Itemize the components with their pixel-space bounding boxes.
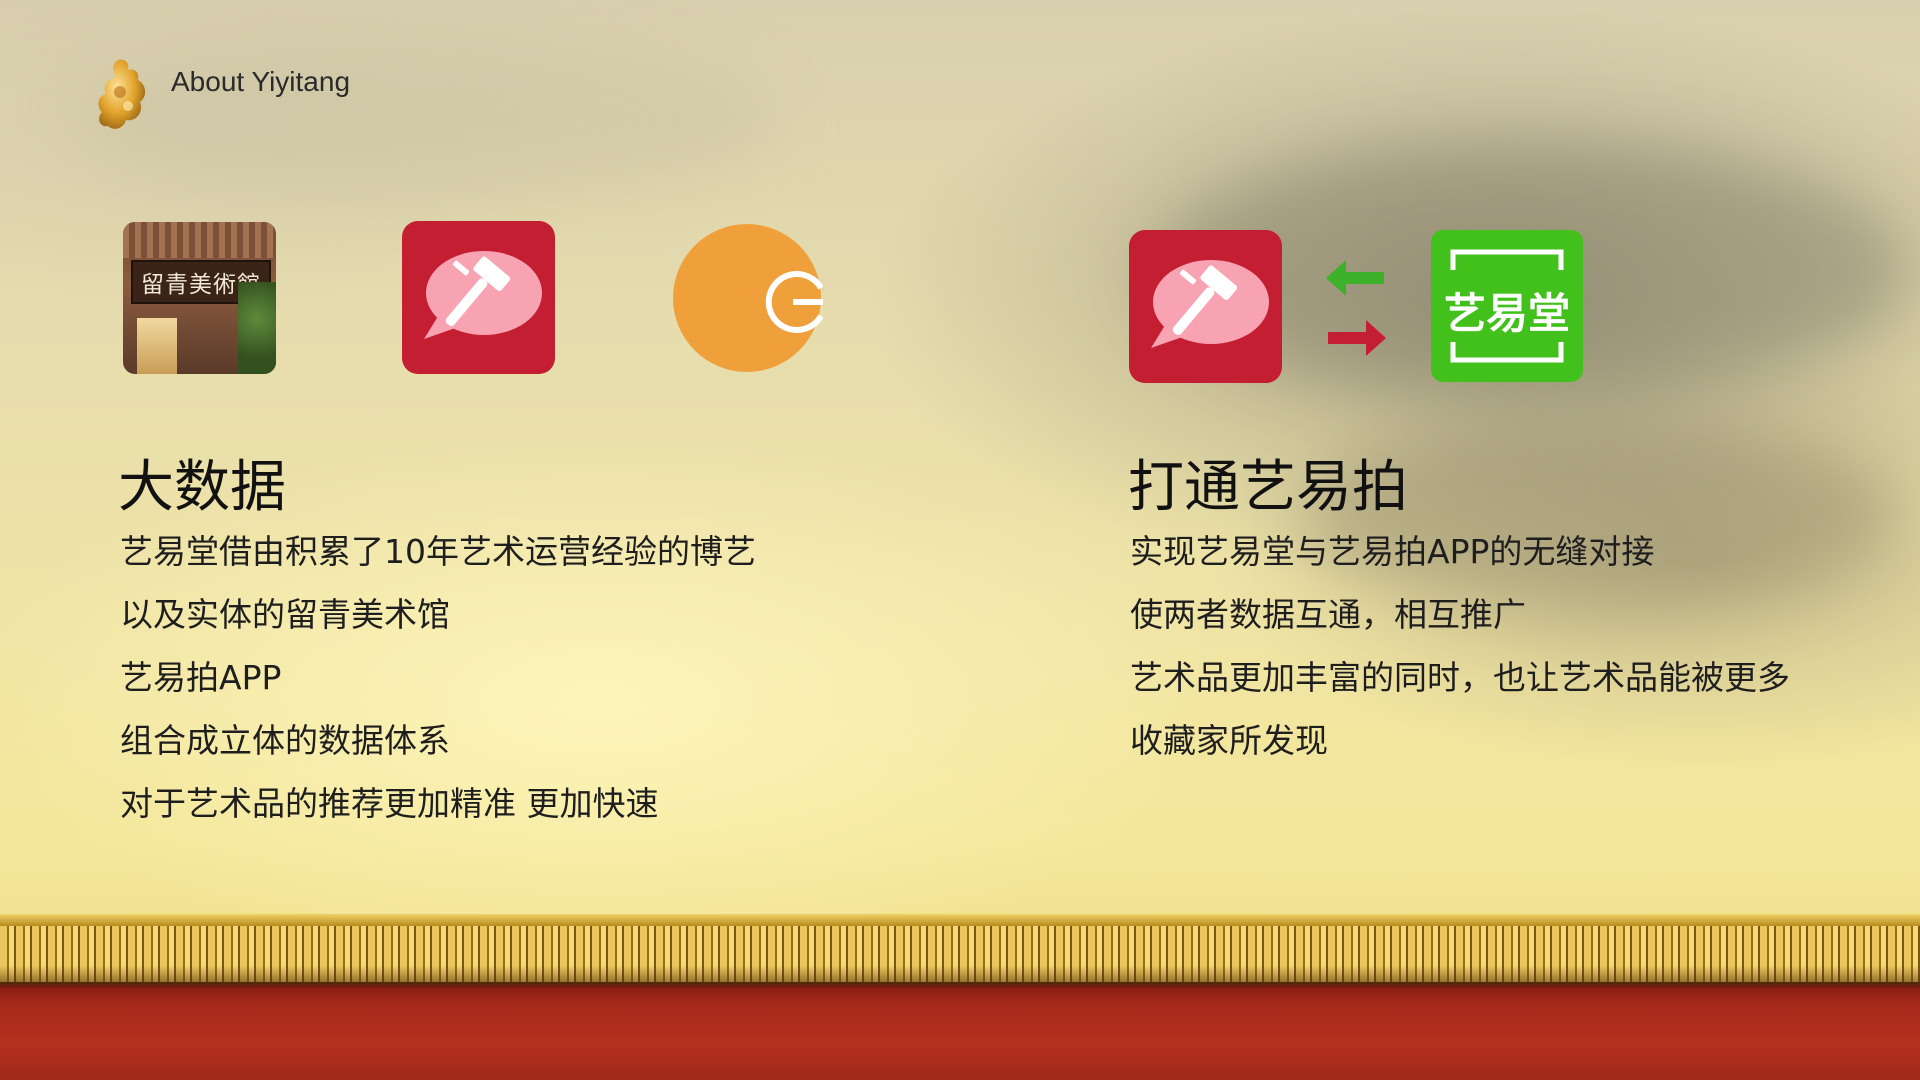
text-line: 艺易堂借由积累了10年艺术运营经验的博艺 — [120, 532, 756, 571]
yiyitang-app-label: 艺易堂 — [1443, 289, 1570, 338]
text-line: 艺易拍APP — [120, 658, 282, 697]
text-line: 艺术品更加丰富的同时，也让艺术品能被更多 — [1130, 658, 1790, 697]
sync-arrows-icon — [1326, 258, 1386, 358]
wall-roof-edge — [0, 914, 1920, 926]
orange-logo-icon — [671, 222, 824, 374]
section-title-connect: 打通艺易拍 — [1128, 455, 1408, 520]
logo-icon — [94, 56, 152, 134]
wall-roof-tiles — [0, 926, 1920, 982]
section-title-big-data: 大数据 — [118, 455, 286, 520]
red-palace-wall — [0, 988, 1920, 1080]
text-line: 对于艺术品的推荐更加精准 更加快速 — [120, 784, 659, 823]
big-data-description: 艺易堂借由积累了10年艺术运营经验的博艺 以及实体的留青美术馆 艺易拍APP 组… — [120, 520, 756, 835]
museum-photo: 留青美術館 — [123, 222, 276, 374]
page-title: About Yiyitang — [171, 66, 351, 97]
text-line: 组合成立体的数据体系 — [120, 721, 450, 760]
auction-app-icon — [1129, 230, 1282, 383]
connect-description: 实现艺易堂与艺易拍APP的无缝对接 使两者数据互通，相互推广 艺术品更加丰富的同… — [1130, 520, 1790, 772]
text-line: 以及实体的留青美术馆 — [120, 595, 450, 634]
auction-app-icon — [402, 221, 555, 374]
wall-trim — [0, 982, 1920, 988]
text-line: 使两者数据互通，相互推广 — [1130, 595, 1526, 634]
text-line: 实现艺易堂与艺易拍APP的无缝对接 — [1130, 532, 1655, 571]
yiyitang-app-icon: 艺易堂 — [1431, 230, 1583, 382]
cloud-decoration — [1300, 420, 1900, 620]
cloud-decoration — [80, 40, 780, 200]
text-line: 收藏家所发现 — [1130, 721, 1328, 760]
